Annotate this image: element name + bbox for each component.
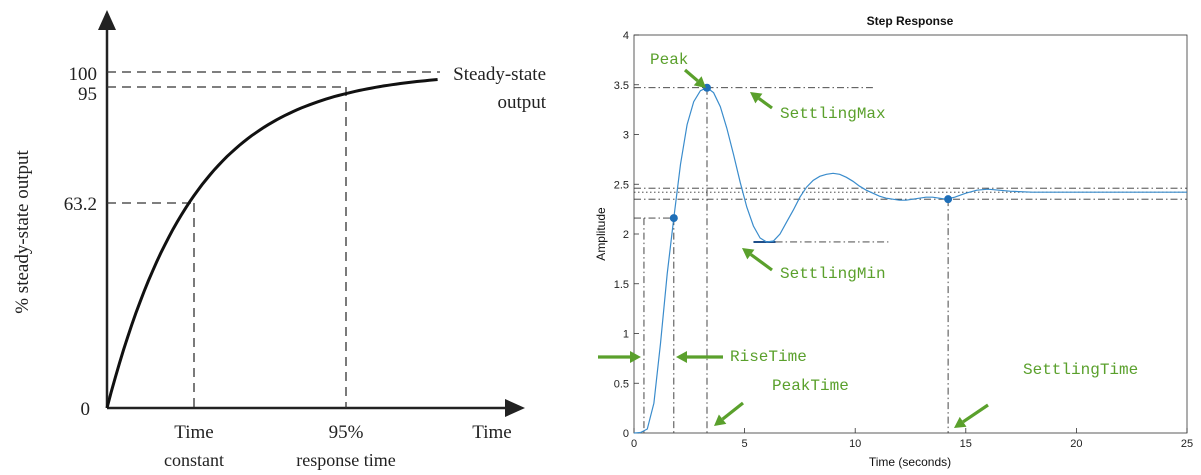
- left-xlabel-time-constant-2: constant: [164, 450, 224, 470]
- y-tick-label: 3.5: [614, 80, 629, 92]
- left-y-axis-arrowhead: [98, 10, 116, 30]
- annotation-peak-time: PeakTime: [772, 377, 849, 395]
- right-chart-title: Step Response: [867, 14, 954, 28]
- arrow-settling-max-shaft: [757, 97, 773, 110]
- annotation-settling-min: SettlingMin: [780, 265, 886, 283]
- left-response-curve: [105, 78, 438, 409]
- rise-time-marker: [669, 214, 678, 223]
- left-ytick-0: 0: [81, 399, 91, 420]
- right-reference-lines: [634, 87, 1187, 433]
- left-xlabel-95-1: 95%: [329, 422, 364, 443]
- left-x-axis-label: Time: [472, 422, 511, 443]
- arrow-settling-time: [954, 403, 989, 428]
- y-tick-label: 3: [623, 130, 629, 142]
- arrow-settling-max: [750, 92, 773, 110]
- left-ytick-63: 63.2: [64, 194, 97, 215]
- left-y-axis-label: % steady-state output: [12, 149, 33, 313]
- annotation-settling-max: SettlingMax: [780, 105, 886, 123]
- x-tick-label: 15: [960, 438, 972, 450]
- right-x-axis-label: Time (seconds): [869, 455, 951, 469]
- y-tick-label: 0.5: [614, 378, 629, 390]
- left-ytick-95: 95: [78, 84, 97, 105]
- arrow-rise-start-head: [630, 351, 641, 363]
- arrow-peak-time-shaft: [721, 401, 744, 421]
- x-tick-label: 20: [1070, 438, 1082, 450]
- y-tick-label: 0: [623, 428, 629, 440]
- left-chart-first-order-response: 0 63.2 95 100 % steady-state output Time…: [12, 10, 547, 470]
- right-step-response-curve: [633, 87, 1187, 434]
- arrow-peak-time: [714, 401, 744, 426]
- arrow-rise-time: [676, 351, 723, 363]
- arrow-settling-max-head: [750, 92, 763, 104]
- left-steady-state-label-2: output: [497, 92, 546, 113]
- left-ytick-100: 100: [69, 64, 98, 85]
- y-tick-label: 2: [623, 229, 629, 241]
- right-axis-ticks: 0 5 10 15 20 25 0 0.5 1 1.5 2 2.5 3 3.5 4: [614, 30, 1193, 450]
- arrow-settling-time-shaft: [962, 403, 989, 424]
- x-tick-label: 25: [1181, 438, 1193, 450]
- arrow-peak: [683, 68, 706, 88]
- arrow-rise-time-head: [676, 351, 687, 363]
- arrow-settling-time-head: [954, 416, 967, 428]
- arrow-peak-shaft: [683, 68, 699, 83]
- y-tick-label: 1.5: [614, 279, 629, 291]
- annotation-peak: Peak: [650, 51, 688, 69]
- left-x-axis-arrowhead: [505, 399, 525, 417]
- y-tick-label: 4: [623, 30, 629, 42]
- settling-time-marker: [944, 195, 953, 204]
- x-tick-label: 10: [849, 438, 861, 450]
- left-xlabel-time-constant-1: Time: [174, 422, 213, 443]
- arrow-settling-min: [742, 248, 773, 272]
- arrow-settling-min-shaft: [749, 253, 773, 272]
- arrow-settling-min-head: [742, 248, 755, 260]
- y-tick-label: 2.5: [614, 179, 629, 191]
- right-annotation-arrows: [598, 68, 989, 428]
- arrow-rise-start: [598, 351, 641, 363]
- right-characteristic-markers: [669, 83, 953, 223]
- left-steady-state-label-1: Steady-state: [453, 64, 546, 85]
- arrow-peak-head: [693, 76, 706, 88]
- right-y-axis-label: Amplitude: [594, 207, 608, 261]
- x-tick-label: 0: [631, 438, 637, 450]
- annotation-settling-time: SettlingTime: [1023, 361, 1138, 379]
- x-tick-label: 5: [742, 438, 748, 450]
- annotation-rise-time: RiseTime: [730, 348, 807, 366]
- right-chart-step-response: Step Response 0 5 10 15 20 25 0 0.5 1 1.5 2 2.5 3 3.5…: [594, 14, 1193, 469]
- left-xlabel-95-2: response time: [296, 450, 395, 470]
- y-tick-label: 1: [623, 329, 629, 341]
- arrow-peak-time-head: [714, 414, 727, 426]
